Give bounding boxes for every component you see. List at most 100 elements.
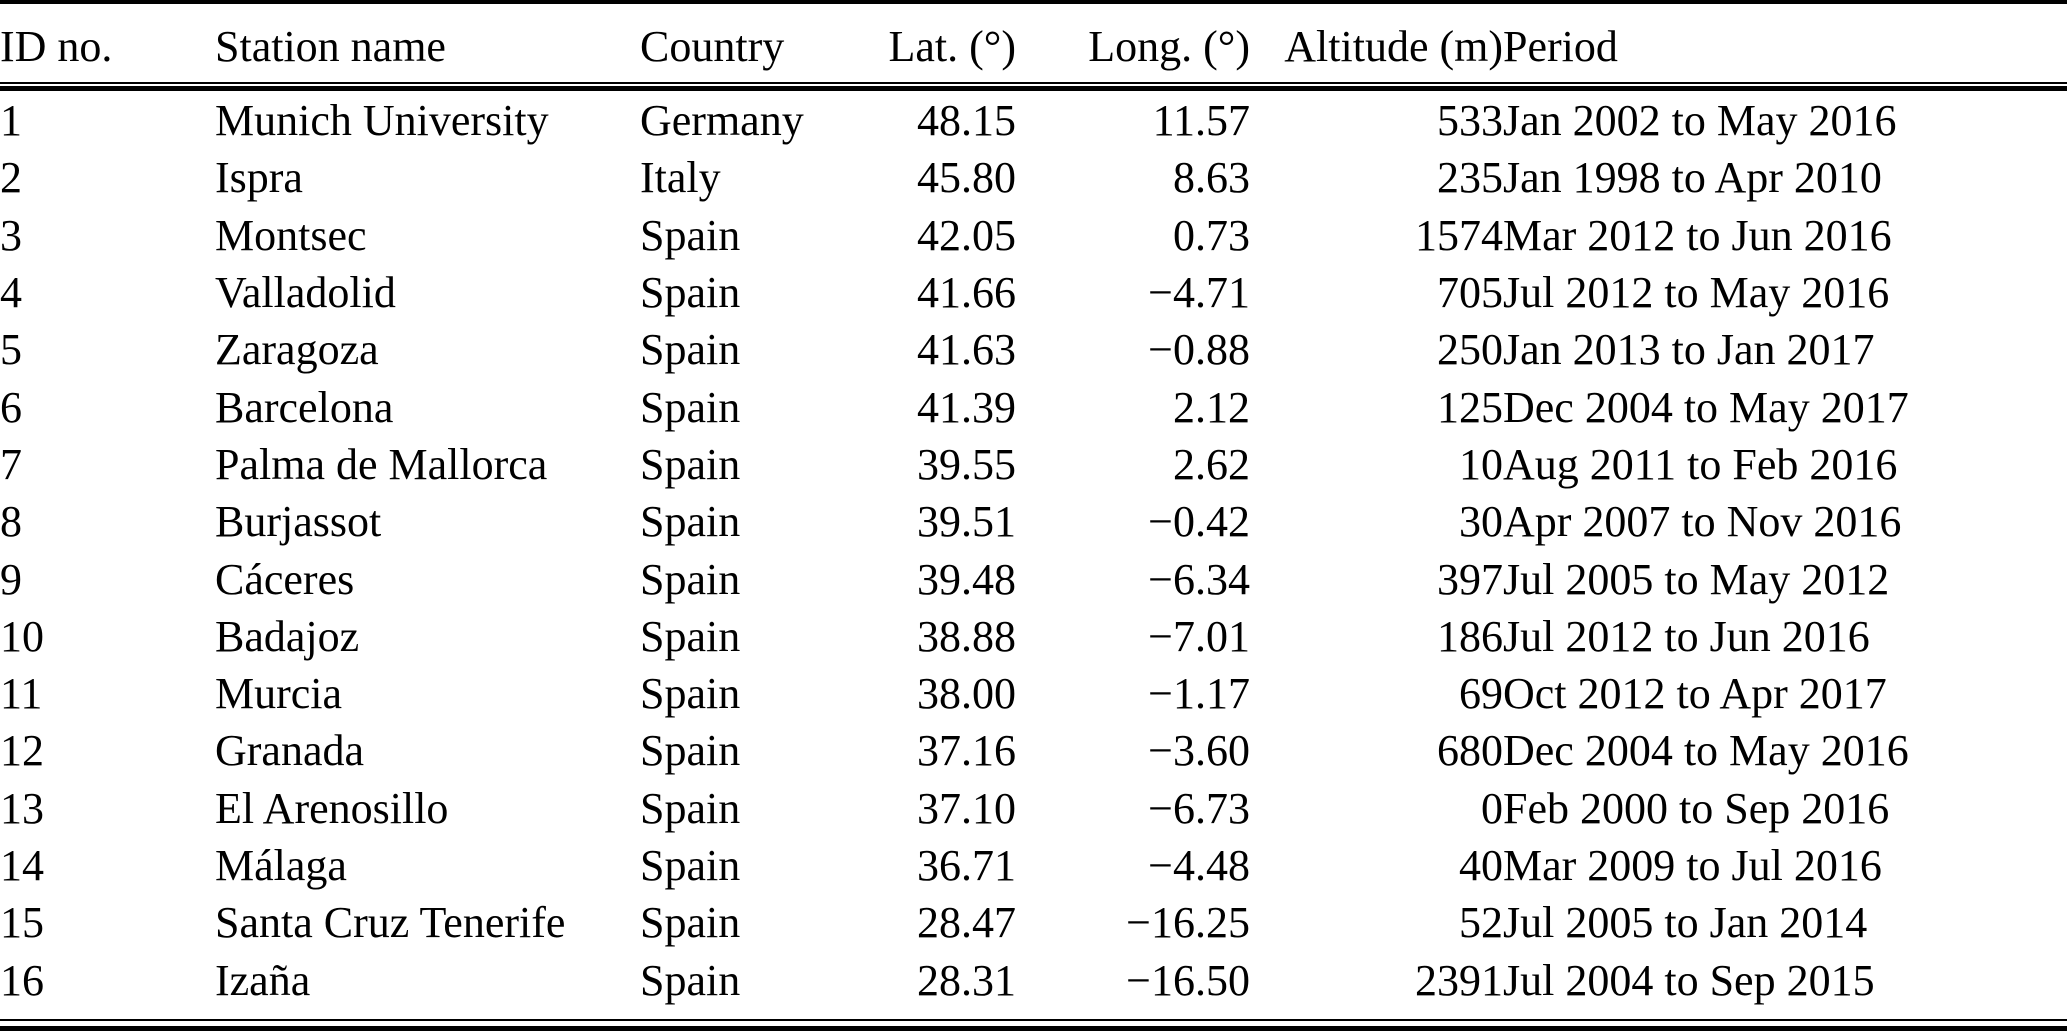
- cell-id: 4: [0, 268, 22, 318]
- cell-country: Spain: [640, 554, 741, 604]
- header-country: Country: [640, 21, 785, 71]
- cell-longitude: −0.88: [1148, 325, 1250, 375]
- cell-id: 16: [0, 955, 44, 1005]
- cell-period: Mar 2012 to Jun 2016: [1503, 210, 1892, 260]
- table-row: 8 Burjassot Spain 39.51 −0.42 30 Apr 2007 to N…: [0, 493, 2067, 550]
- cell-country: Spain: [640, 382, 741, 432]
- cell-station-name: Granada: [215, 726, 365, 776]
- table-row: 9 Cáceres Spain 39.48 −6.34 397 Jul 2005 to Ma…: [0, 550, 2067, 607]
- cell-period: Jan 2013 to Jan 2017: [1503, 325, 1875, 375]
- cell-longitude: 2.62: [1173, 439, 1250, 489]
- table-row: 3 Montsec Spain 42.05 0.73 1574 Mar 2012 to Ju…: [0, 207, 2067, 264]
- cell-latitude: 42.05: [917, 210, 1016, 260]
- cell-latitude: 28.31: [917, 955, 1016, 1005]
- table-top-rule: [0, 0, 2067, 4]
- cell-station-name: Badajoz: [215, 611, 360, 661]
- cell-period: Jul 2012 to Jun 2016: [1503, 611, 1870, 661]
- cell-altitude: 0: [1481, 783, 1503, 833]
- cell-longitude: −7.01: [1148, 611, 1250, 661]
- cell-id: 8: [0, 497, 22, 547]
- cell-station-name: Valladolid: [215, 268, 396, 318]
- cell-period: Oct 2012 to Apr 2017: [1503, 669, 1887, 719]
- bottom-rule-thin: [0, 1019, 2067, 1021]
- header-station-name: Station name: [215, 21, 446, 71]
- cell-station-name: Murcia: [215, 669, 343, 719]
- cell-station-name: Ispra: [215, 153, 303, 203]
- cell-longitude: −3.60: [1148, 726, 1250, 776]
- cell-latitude: 28.47: [917, 898, 1016, 948]
- cell-country: Spain: [640, 325, 741, 375]
- cell-longitude: 11.57: [1152, 96, 1250, 146]
- cell-station-name: Santa Cruz Tenerife: [215, 898, 566, 948]
- cell-country: Spain: [640, 439, 741, 489]
- cell-country: Spain: [640, 210, 741, 260]
- cell-id: 3: [0, 210, 22, 260]
- cell-latitude: 38.88: [917, 611, 1016, 661]
- cell-id: 6: [0, 382, 22, 432]
- cell-id: 2: [0, 153, 22, 203]
- table-row: 6 Barcelona Spain 41.39 2.12 125 Dec 2004 to M…: [0, 378, 2067, 435]
- cell-longitude: −4.71: [1148, 268, 1250, 318]
- header-row: ID no. Station name Country Lat. (°) Long. (…: [0, 0, 2067, 92]
- cell-country: Germany: [640, 96, 804, 146]
- cell-longitude: −4.48: [1148, 841, 1250, 890]
- cell-latitude: 39.48: [917, 554, 1016, 604]
- cell-station-name: Montsec: [215, 210, 367, 260]
- cell-station-name: Palma de Mallorca: [215, 439, 548, 489]
- cell-period: Jul 2005 to Jan 2014: [1503, 898, 1868, 948]
- table-row: 4 Valladolid Spain 41.66 −4.71 705 Jul 2012 to…: [0, 264, 2067, 321]
- cell-country: Spain: [640, 955, 741, 1005]
- table-body: 1 Munich University Germany 48.15 11.57 533 Ja…: [0, 92, 2067, 1009]
- table-row: 16 Izaña Spain 28.31 −16.50 2391 Jul 2004 to S…: [0, 951, 2067, 1008]
- cell-latitude: 48.15: [917, 96, 1016, 146]
- cell-id: 9: [0, 554, 22, 604]
- cell-id: 13: [0, 783, 44, 833]
- cell-latitude: 39.51: [917, 497, 1016, 547]
- cell-country: Spain: [640, 898, 741, 948]
- cell-altitude: 125: [1437, 382, 1503, 432]
- cell-altitude: 52: [1459, 898, 1503, 948]
- table-row: 15 Santa Cruz Tenerife Spain 28.47 −16.25 52 J…: [0, 894, 2067, 951]
- cell-latitude: 41.39: [917, 382, 1016, 432]
- cell-altitude: 186: [1437, 611, 1503, 661]
- header-id: ID no.: [0, 21, 113, 71]
- bottom-rule-thick: [0, 1026, 2067, 1031]
- cell-longitude: −6.73: [1148, 783, 1250, 833]
- cell-longitude: −0.42: [1148, 497, 1250, 547]
- cell-longitude: −6.34: [1148, 554, 1250, 604]
- cell-latitude: 38.00: [917, 669, 1016, 719]
- cell-id: 14: [0, 841, 44, 890]
- cell-period: Jul 2012 to May 2016: [1503, 268, 1890, 318]
- table-row: 7 Palma de Mallorca Spain 39.55 2.62 10 Aug 20…: [0, 436, 2067, 493]
- cell-station-name: Málaga: [215, 841, 347, 890]
- table-row: 5 Zaragoza Spain 41.63 −0.88 250 Jan 2013 to J…: [0, 321, 2067, 378]
- cell-latitude: 36.71: [917, 841, 1016, 890]
- cell-country: Spain: [640, 669, 741, 719]
- table-row: 13 El Arenosillo Spain 37.10 −6.73 0 Feb 2000 …: [0, 780, 2067, 837]
- cell-altitude: 10: [1459, 439, 1503, 489]
- cell-country: Spain: [640, 268, 741, 318]
- cell-period: Apr 2007 to Nov 2016: [1503, 497, 1902, 547]
- cell-latitude: 41.63: [917, 325, 1016, 375]
- table-row: 1 Munich University Germany 48.15 11.57 533 Ja…: [0, 92, 2067, 149]
- cell-country: Spain: [640, 497, 741, 547]
- cell-country: Spain: [640, 841, 741, 890]
- table-row: 12 Granada Spain 37.16 −3.60 680 Dec 2004 to M…: [0, 722, 2067, 779]
- table-row: 2 Ispra Italy 45.80 8.63 235 Jan 1998 to Apr 2…: [0, 149, 2067, 206]
- header-latitude: Lat. (°): [888, 21, 1016, 71]
- cell-altitude: 680: [1437, 726, 1503, 776]
- cell-station-name: Munich University: [215, 96, 549, 146]
- cell-longitude: −16.25: [1126, 898, 1250, 948]
- cell-period: Jul 2005 to May 2012: [1503, 554, 1890, 604]
- cell-period: Dec 2004 to May 2016: [1503, 726, 1909, 776]
- table-row: 14 Málaga Spain 36.71 −4.48 40 Mar 2009 to Jul…: [0, 837, 2067, 894]
- cell-id: 10: [0, 611, 44, 661]
- header-longitude: Long. (°): [1088, 21, 1250, 71]
- cell-latitude: 45.80: [917, 153, 1016, 203]
- cell-latitude: 37.16: [917, 726, 1016, 776]
- cell-station-name: Barcelona: [215, 382, 394, 432]
- cell-altitude: 397: [1437, 554, 1503, 604]
- table-row: 10 Badajoz Spain 38.88 −7.01 186 Jul 2012 to J…: [0, 608, 2067, 665]
- cell-station-name: Zaragoza: [215, 325, 379, 375]
- cell-period: Mar 2009 to Jul 2016: [1503, 841, 1882, 890]
